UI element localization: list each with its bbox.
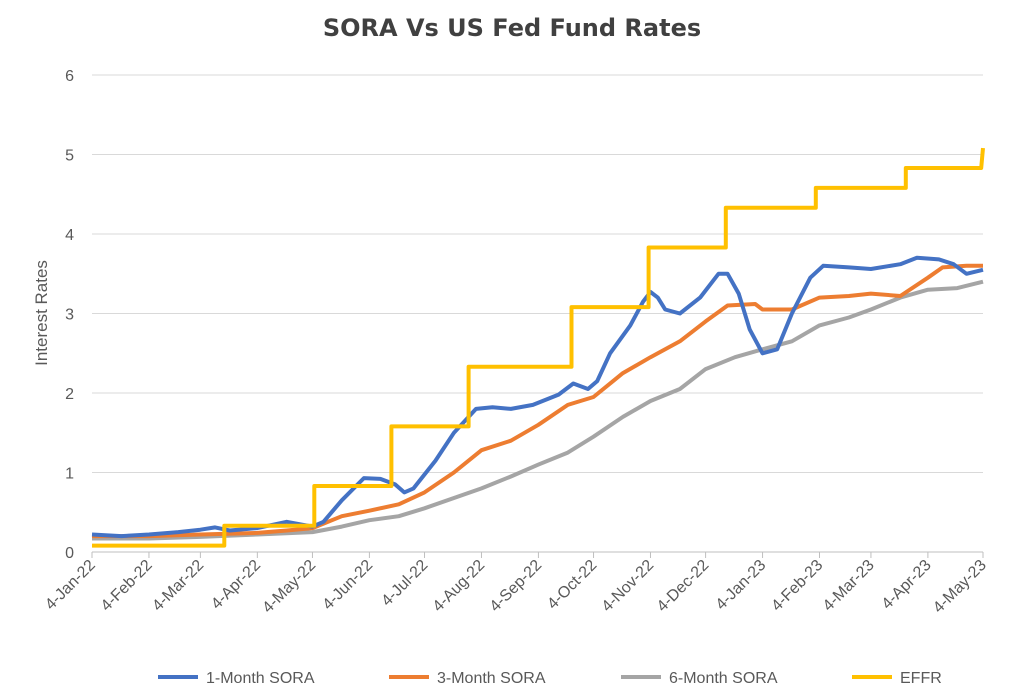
series-lines (91, 147, 985, 548)
legend-label: 6-Month SORA (669, 670, 778, 687)
x-tick-label: 4-Sep-22 (487, 557, 546, 616)
x-tick-label: 4-May-22 (259, 557, 319, 617)
x-tick-label: 4-May-23 (930, 557, 990, 617)
x-tick-label: 4-Aug-22 (430, 557, 489, 616)
x-tick-label: 4-Oct-22 (544, 557, 600, 613)
x-tick-label: 4-Jan-22 (42, 557, 99, 614)
y-axis-title: Interest Rates (32, 260, 51, 366)
y-tick-label: 5 (65, 148, 74, 165)
y-tick-label: 3 (65, 307, 74, 324)
x-tick-label: 4-Jun-22 (320, 557, 377, 614)
x-tick-label: 4-Mar-22 (149, 557, 207, 615)
series-line-effr (92, 147, 985, 548)
x-tick-label: 4-Feb-23 (768, 557, 826, 615)
x-tick-label: 4-Dec-22 (654, 557, 713, 616)
x-tick-label: 4-Apr-22 (208, 557, 264, 613)
y-tick-label: 4 (65, 227, 74, 244)
x-tick-label: 4-Nov-22 (599, 557, 658, 616)
legend: 1-Month SORA 3-Month SORA 6-Month SORA EFFR (158, 670, 942, 687)
series-line-6-month-sora (92, 279, 984, 541)
x-tick-label: 4-Jul-22 (378, 557, 431, 610)
gridlines (92, 74, 983, 473)
y-tick-label: 6 (65, 68, 74, 85)
y-tick-label: 0 (65, 545, 74, 562)
x-tick-label: 4-Apr-23 (879, 557, 935, 613)
y-tick-label: 1 (65, 466, 74, 483)
legend-label: 1-Month SORA (206, 670, 315, 687)
x-tick-label: 4-Mar-23 (820, 557, 878, 615)
x-tick-label: 4-Feb-22 (98, 557, 156, 615)
y-tick-label: 2 (65, 386, 74, 403)
legend-label: EFFR (900, 670, 942, 687)
chart-title: SORA Vs US Fed Fund Rates (323, 14, 701, 42)
series-line-1-month-sora (91, 255, 984, 539)
legend-label: 3-Month SORA (437, 670, 546, 687)
x-tick-label: 4-Jan-23 (713, 557, 770, 614)
